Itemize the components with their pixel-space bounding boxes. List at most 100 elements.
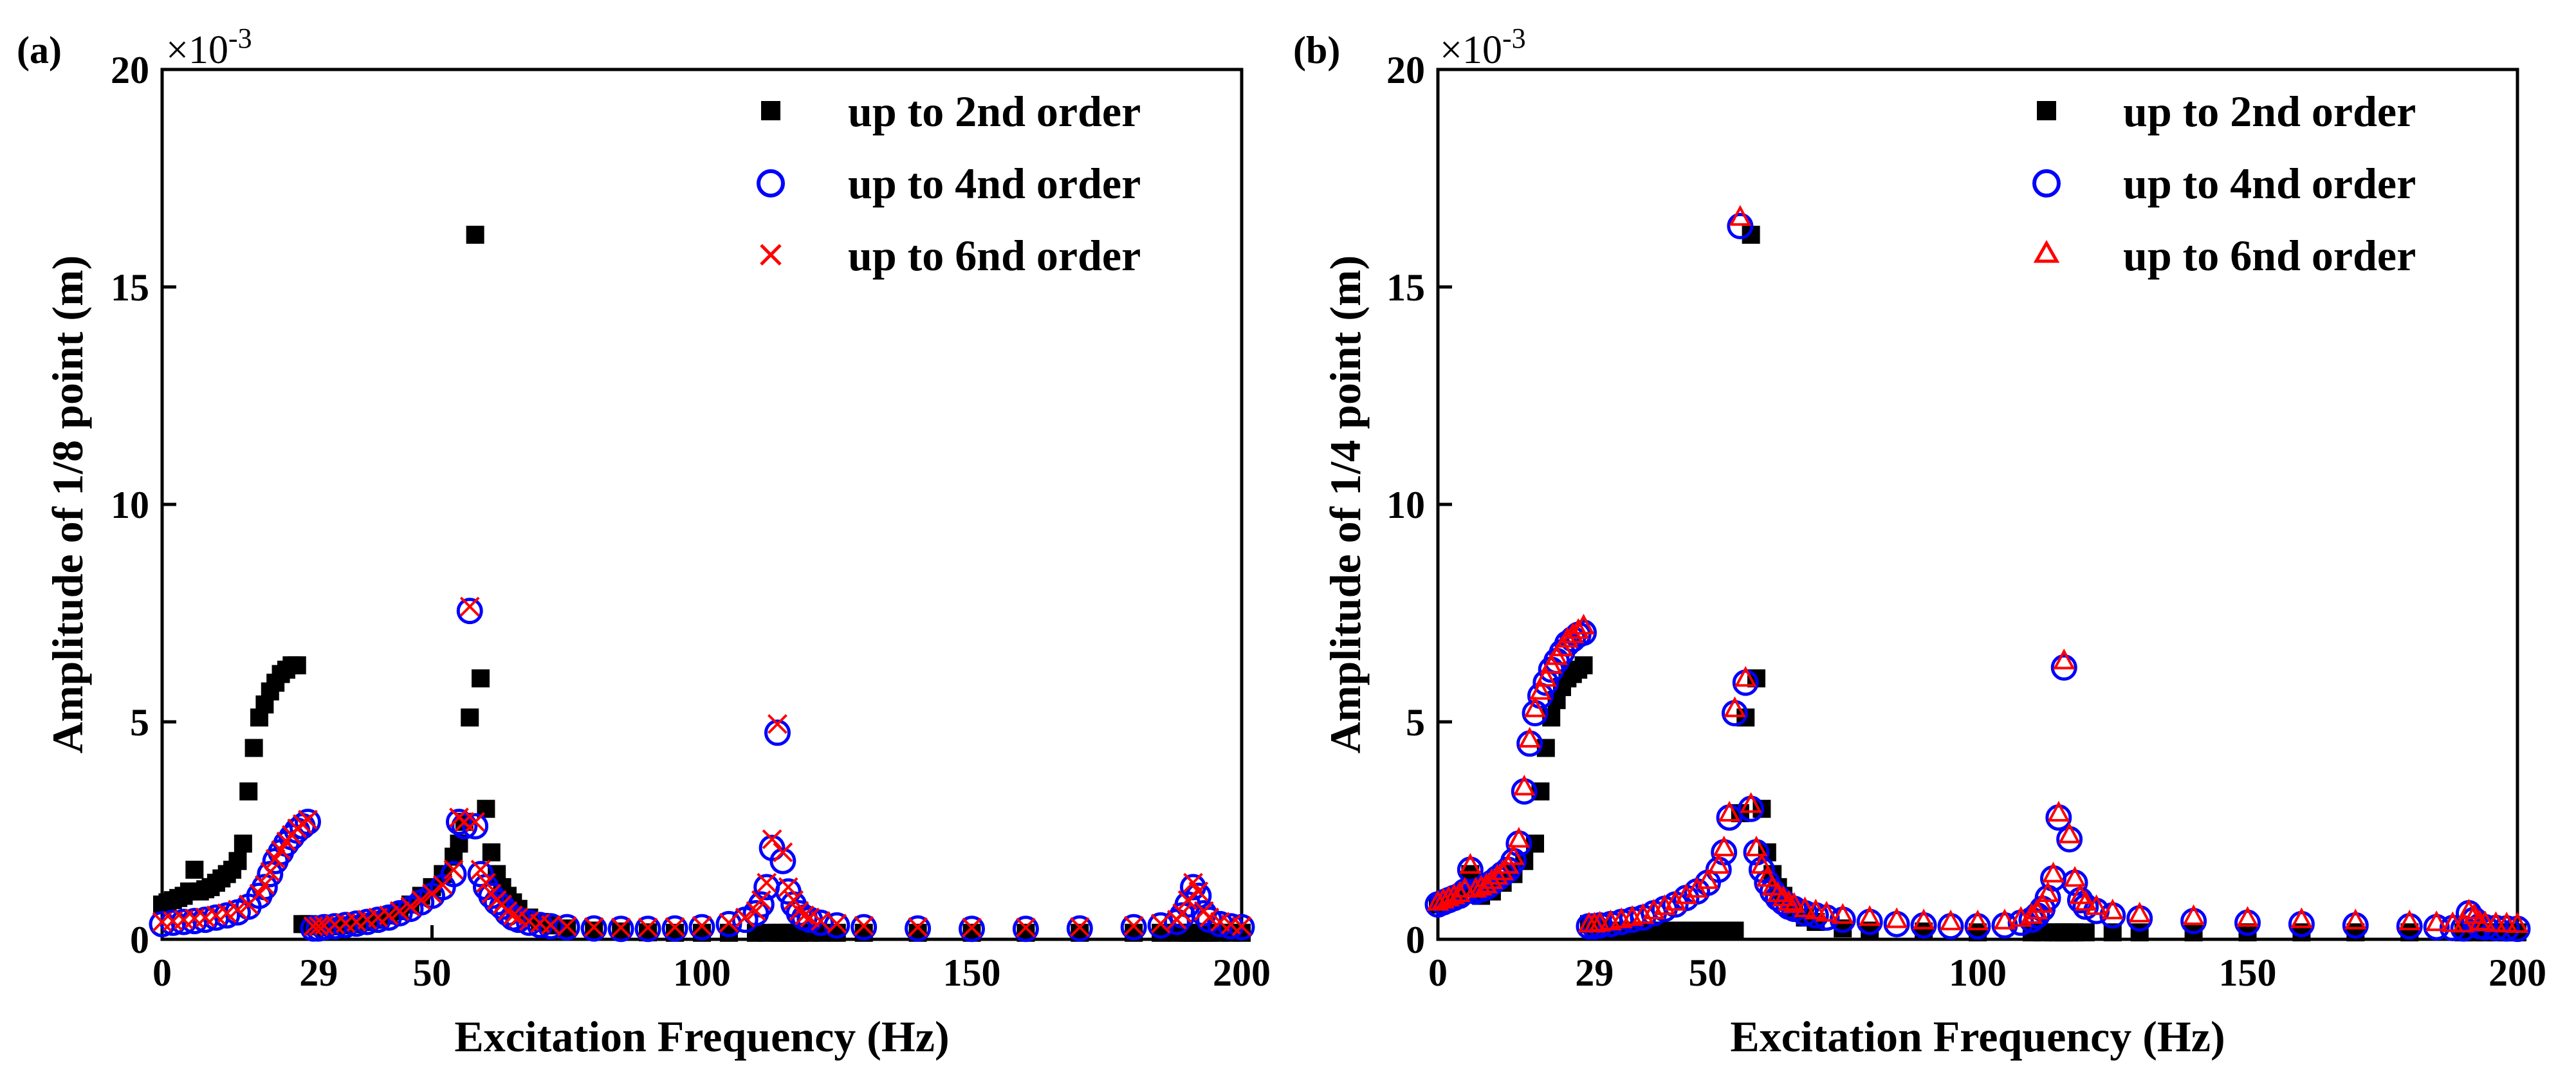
data-point-cross bbox=[265, 849, 286, 869]
data-point-triangle bbox=[2020, 903, 2043, 924]
data-point-triangle bbox=[1740, 792, 1762, 813]
data-point-triangle bbox=[2441, 911, 2464, 932]
y-tick-label: 20 bbox=[111, 49, 149, 91]
data-point-triangle bbox=[2485, 911, 2507, 932]
data-point-circle bbox=[775, 878, 802, 905]
x-axis-label: Excitation Frequency (Hz) bbox=[454, 1012, 949, 1061]
data-point-circle bbox=[467, 861, 494, 888]
legend-item-2nd-order: up to 2nd order bbox=[761, 87, 1141, 136]
legend-item-6nd-order: up to 6nd order bbox=[760, 231, 1141, 280]
panel-label: (a) bbox=[17, 29, 62, 71]
x-axis-label: Excitation Frequency (Hz) bbox=[1730, 1012, 2225, 1061]
data-point-triangle bbox=[1529, 679, 1552, 700]
data-point-triangle bbox=[2085, 894, 2108, 916]
data-point-cross bbox=[308, 916, 329, 937]
data-point-cross bbox=[719, 912, 739, 933]
data-point-cross bbox=[443, 860, 464, 880]
legend: up to 2nd order up to 4nd order up to 6n… bbox=[757, 87, 1141, 280]
data-point-cross bbox=[400, 896, 421, 917]
legend-square-marker bbox=[2037, 101, 2056, 120]
data-point-cross bbox=[217, 903, 237, 923]
y-tick-label: 0 bbox=[130, 919, 149, 961]
data-point-cross bbox=[794, 905, 814, 926]
legend-label: up to 6nd order bbox=[2123, 231, 2416, 280]
data-point-cross bbox=[1231, 916, 1252, 937]
data-point-cross bbox=[540, 915, 561, 935]
legend-item-4nd-order: up to 4nd order bbox=[2032, 159, 2416, 208]
data-point-circle bbox=[807, 909, 834, 936]
data-point-triangle bbox=[2182, 904, 2205, 925]
data-point-triangle bbox=[2495, 912, 2518, 933]
data-point-triangle bbox=[1778, 890, 1800, 911]
data-point-triangle bbox=[1783, 892, 1806, 913]
y-tick-label: 10 bbox=[111, 484, 149, 526]
data-point-cross bbox=[827, 914, 847, 934]
data-point-circle bbox=[634, 916, 661, 943]
data-point-triangle bbox=[1831, 903, 1854, 924]
data-point-cross bbox=[1177, 890, 1198, 910]
data-point-cross bbox=[800, 907, 820, 928]
data-point-square bbox=[2346, 923, 2365, 942]
data-point-cross bbox=[1199, 907, 1220, 928]
exponent-power: -3 bbox=[228, 23, 252, 54]
exponent-label: ×10-3 bbox=[166, 23, 252, 72]
data-point-cross bbox=[746, 901, 766, 921]
data-point-square bbox=[228, 852, 247, 870]
data-point-cross bbox=[1183, 872, 1203, 893]
data-point-circle bbox=[851, 914, 878, 941]
legend-square-marker bbox=[761, 101, 780, 120]
legend-cross-marker bbox=[760, 244, 782, 266]
legend-item-4nd-order: up to 4nd order bbox=[757, 159, 1141, 208]
legend-label: up to 6nd order bbox=[848, 231, 1141, 280]
legend-item-2nd-order: up to 2nd order bbox=[2037, 87, 2416, 136]
data-point-circle bbox=[1012, 916, 1039, 943]
data-point-triangle bbox=[1486, 863, 1509, 885]
data-point-cross bbox=[854, 916, 874, 936]
x-tick-label: 50 bbox=[1689, 952, 1727, 994]
data-point-cross bbox=[908, 917, 928, 937]
data-point-square bbox=[185, 860, 204, 879]
data-point-circle bbox=[769, 847, 796, 874]
data-point-circle bbox=[764, 719, 791, 746]
y-axis-label: Amplitude of 1/8 point (m) bbox=[43, 255, 92, 753]
data-point-triangle bbox=[1707, 852, 1730, 874]
data-point-cross bbox=[470, 860, 491, 880]
data-point-cross bbox=[260, 861, 281, 882]
data-point-square bbox=[482, 843, 501, 861]
panel-label: (b) bbox=[1293, 29, 1340, 71]
data-point-triangle bbox=[1507, 827, 1531, 848]
data-point-cross bbox=[557, 916, 577, 937]
series-triangle bbox=[1426, 205, 2529, 934]
data-point-triangle bbox=[1939, 909, 1962, 930]
data-point-cross bbox=[1123, 916, 1144, 936]
data-point-triangle bbox=[2031, 892, 2054, 913]
data-point-square bbox=[234, 834, 252, 853]
legend-label: up to 4nd order bbox=[2123, 159, 2416, 208]
data-point-triangle bbox=[2101, 898, 2124, 920]
data-point-triangle bbox=[1664, 890, 1687, 911]
data-point-triangle bbox=[1745, 835, 1768, 857]
x-tick-label: 100 bbox=[673, 952, 731, 994]
data-point-cross bbox=[768, 713, 787, 734]
data-point-square bbox=[239, 782, 258, 801]
data-point-circle bbox=[905, 915, 932, 942]
data-point-cross bbox=[298, 809, 318, 830]
data-point-cross bbox=[773, 842, 793, 863]
data-point-square bbox=[2076, 923, 2095, 942]
data-point-circle bbox=[607, 916, 634, 943]
data-point-triangle bbox=[2047, 800, 2070, 822]
y-tick-label: 5 bbox=[1406, 701, 1425, 744]
data-point-circle bbox=[688, 914, 715, 941]
data-point-triangle bbox=[1675, 883, 1698, 905]
x-tick-label: 0 bbox=[1428, 952, 1448, 994]
data-point-triangle bbox=[1993, 908, 2016, 930]
x-tick-label: 200 bbox=[1213, 952, 1271, 994]
x-tick-label: 0 bbox=[152, 952, 172, 994]
data-point-triangle bbox=[1885, 907, 1908, 928]
x-tick-label: 200 bbox=[2489, 952, 2546, 994]
data-point-cross bbox=[1015, 917, 1036, 938]
data-point-cross bbox=[459, 596, 480, 617]
data-point-circle bbox=[580, 915, 607, 942]
data-point-circle bbox=[661, 915, 688, 942]
